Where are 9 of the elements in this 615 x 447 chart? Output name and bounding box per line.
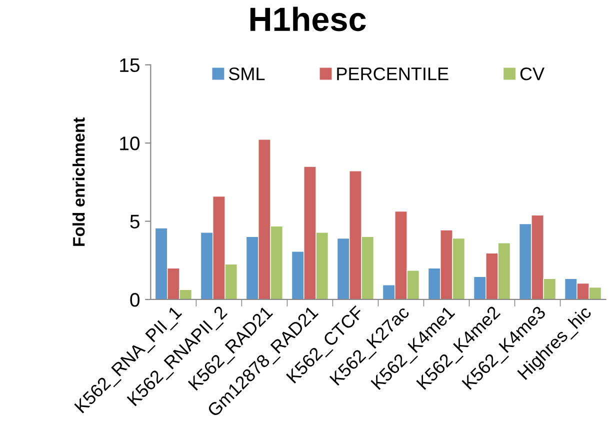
y-tick-label: 0 bbox=[130, 292, 140, 307]
legend-label: SML bbox=[228, 67, 265, 80]
legend-label: PERCENTILE bbox=[337, 67, 448, 80]
legend-label: CV bbox=[520, 67, 544, 80]
y-tick-label: 10 bbox=[120, 136, 140, 150]
chart-title: H1hesc bbox=[250, 6, 366, 32]
y-tick-label: 5 bbox=[130, 214, 140, 228]
y-axis-title: Fold enrichment bbox=[72, 118, 85, 246]
y-tick-label: 15 bbox=[120, 58, 140, 72]
